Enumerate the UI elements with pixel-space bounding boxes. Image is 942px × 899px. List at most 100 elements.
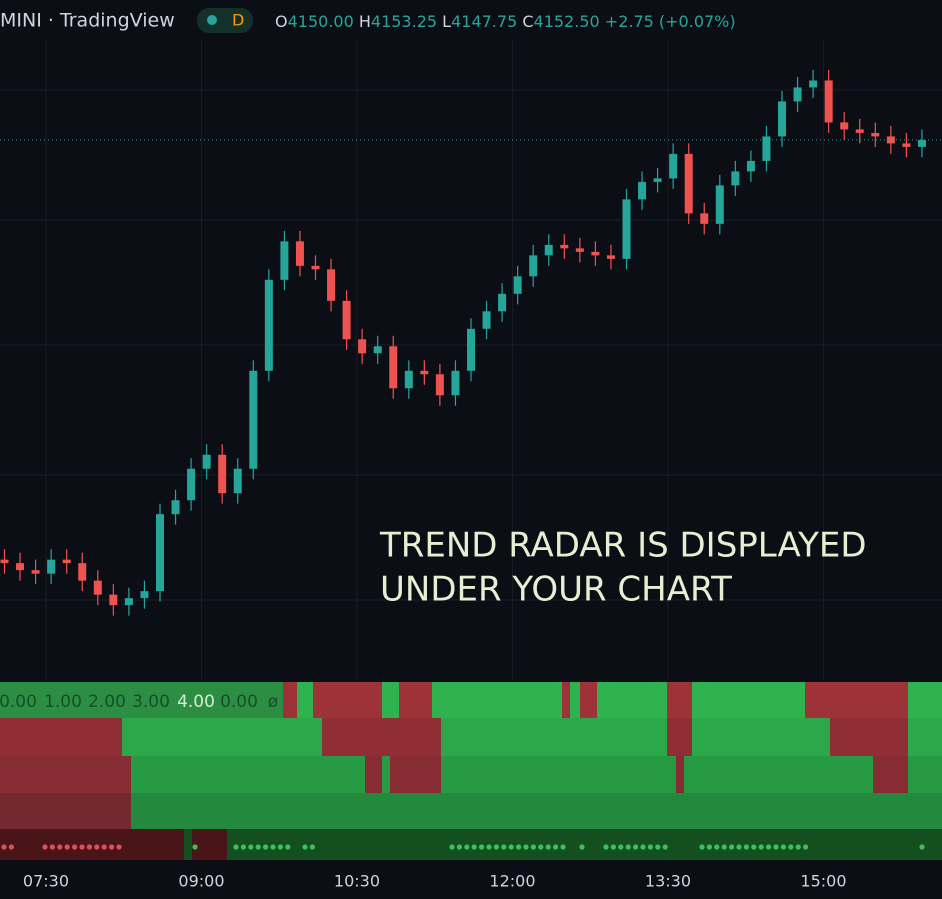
candle-body [62,559,71,564]
candle-body [824,80,833,123]
radar-segment [692,718,830,756]
radar-dot [530,844,537,850]
candle-body [435,374,444,396]
candle-body [140,591,149,599]
candle-body [746,160,755,172]
radar-segment [908,718,942,756]
ohlc-label: L [442,12,451,31]
radar-dot [662,844,668,850]
radar-dot [255,844,261,850]
candle-body [451,370,460,396]
radar-dot [263,844,269,850]
radar-segment [0,756,131,793]
ohlc: O4150.00 H4153.25 L4147.75 C4152.50 +2.7… [275,12,736,31]
radar-dot [523,844,529,850]
candle-body [327,269,336,301]
radar-segment [0,718,122,756]
radar-dot [501,844,507,850]
radar-dot [486,844,492,850]
radar-segment [322,718,441,756]
candle-body [373,346,382,354]
candle-body [93,580,102,595]
radar-dot [49,844,56,850]
candle-body [311,265,320,270]
candle-body [249,370,258,469]
candle-body [653,178,662,182]
radar-segment [432,682,562,718]
candle-body [917,139,926,147]
candle-body [124,598,133,606]
radar-segment [908,756,942,793]
radar-dot [72,844,78,850]
x-tick-label: 07:30 [23,872,69,891]
radar-segment [192,829,227,860]
radar-segment [122,718,322,756]
radar-segment [570,682,580,718]
candle-body [155,514,164,592]
candle-body [871,132,880,137]
radar-dot [285,844,291,850]
radar-dot [516,844,522,850]
candle-body [16,563,25,571]
candle-body [762,136,771,161]
radar-dot [101,844,107,850]
radar-dot [479,844,485,850]
candle-body [482,311,491,329]
ohlc-label: O [275,12,288,31]
candle-body [902,143,911,147]
candle-body [855,129,864,133]
radar-dot [751,844,757,850]
candle-body [809,80,818,88]
radar-dot [640,844,646,850]
status-pill [197,8,253,33]
radar-segment [805,682,908,718]
radar-dot [545,844,551,850]
candle-body [886,136,895,144]
radar-label: 2.00 [88,692,126,712]
radar-dot [449,844,455,850]
radar-dot [803,844,809,850]
candle-body [264,279,273,371]
radar-dot [625,844,631,850]
radar-dot [560,844,566,850]
radar-dot [538,844,544,850]
candle-body [669,153,678,179]
radar-segment [382,682,399,718]
radar-segment [667,682,692,718]
radar-segment [297,682,313,718]
x-tick-label: 09:00 [178,872,224,891]
radar-label: 0.00 [220,692,258,712]
radar-label-box [0,682,283,718]
ohlc-value: 4150.00 [288,12,354,31]
radar-segment [0,829,184,860]
radar-dot [758,844,764,850]
annotation: UNDER YOUR CHART [380,570,732,610]
candle-body [529,255,538,277]
radar-label: 0.00 [0,692,37,712]
candles [0,69,942,616]
radar-segment [0,793,131,829]
ohlc-value: 4152.50 [534,12,600,31]
candle-body [638,181,647,200]
candle-body [778,101,787,137]
candle-body [295,241,304,266]
candle-body [840,122,849,130]
radar-label: 1.00 [44,692,82,712]
trend-radar [0,680,942,860]
candle-body [420,370,429,375]
radar-dot [233,844,239,850]
radar-dot [633,844,639,850]
radar-dot [116,844,122,850]
candle-body [591,251,600,256]
candle-body [78,563,87,581]
radar-dot [729,844,735,850]
radar-dot [919,844,925,850]
radar-dot [57,844,63,850]
radar-dot [270,844,276,850]
radar-dot [579,844,585,850]
radar-segment [562,682,570,718]
x-tick-label: 10:30 [334,872,380,891]
radar-dot [1,844,7,850]
radar-dot [610,844,617,850]
candle-body [404,370,413,389]
